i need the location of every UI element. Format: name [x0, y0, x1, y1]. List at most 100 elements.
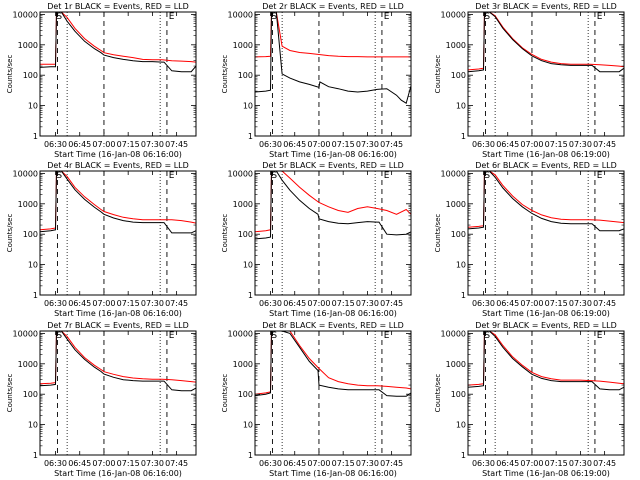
y-tick-label: 1000 — [233, 200, 253, 209]
x-axis-label: Start Time (16-Jan-08 06:19:00) — [482, 309, 610, 318]
y-tick-label: 1000 — [446, 200, 466, 209]
y-tick-label: 10 — [243, 421, 253, 430]
y-tick-label: 100 — [451, 230, 466, 239]
y-tick-label: 100 — [451, 390, 466, 399]
start-marker: S — [56, 331, 62, 341]
y-tick-label: 1 — [248, 291, 253, 300]
start-marker: S — [484, 171, 490, 181]
plot-frame — [254, 170, 412, 296]
y-tick-label: 10 — [28, 421, 38, 430]
x-tick-label: 07:00 — [307, 140, 330, 149]
lld-rate-line — [255, 171, 411, 233]
y-tick-label: 1000 — [18, 41, 38, 50]
x-tick-label: 06:30 — [44, 299, 67, 308]
y-axis-label: Counts/sec — [434, 374, 442, 413]
event-rate-line — [255, 331, 411, 397]
y-tick-label: 10000 — [228, 329, 253, 338]
y-tick-label: 1000 — [233, 360, 253, 369]
y-axis-label: Counts/sec — [434, 214, 442, 253]
x-tick-label: 07:15 — [117, 459, 140, 468]
start-marker: S — [271, 171, 277, 181]
x-tick-label: 07:15 — [545, 299, 568, 308]
x-tick-label: 06:45 — [283, 140, 306, 149]
x-tick-label: 07:15 — [545, 140, 568, 149]
plot-frame — [254, 330, 412, 456]
end-marker: E — [384, 171, 390, 181]
panel-title: Det 5r BLACK = Events, RED = LLD — [262, 161, 404, 170]
y-tick-label: 100 — [238, 71, 253, 80]
y-tick-label: 10 — [243, 261, 253, 270]
x-tick-label: 07:00 — [92, 299, 115, 308]
x-tick-label: 07:15 — [332, 459, 355, 468]
event-rate-line — [40, 12, 196, 73]
y-axis-label: Counts/sec — [6, 374, 14, 413]
y-tick-label: 1000 — [233, 41, 253, 50]
x-tick-label: 07:30 — [356, 140, 379, 149]
x-axis-label: Start Time (16-Jan-08 06:16:00) — [269, 309, 397, 318]
y-tick-label: 1 — [33, 291, 38, 300]
panel-title: Det 4r BLACK = Events, RED = LLD — [47, 161, 189, 170]
y-tick-label: 1 — [461, 451, 466, 460]
x-tick-label: 07:15 — [332, 140, 355, 149]
y-tick-label: 10000 — [441, 169, 466, 178]
y-tick-label: 1000 — [18, 360, 38, 369]
y-tick-label: 10 — [28, 102, 38, 111]
x-tick-label: 06:30 — [44, 140, 67, 149]
x-tick-label: 07:30 — [141, 459, 164, 468]
plot-frame — [39, 330, 197, 456]
x-tick-label: 06:30 — [472, 459, 495, 468]
x-tick-label: 06:45 — [283, 459, 306, 468]
x-tick-label: 07:15 — [332, 299, 355, 308]
x-tick-label: 07:00 — [307, 459, 330, 468]
event-rate-line — [40, 171, 196, 234]
x-tick-label: 07:30 — [569, 140, 592, 149]
y-axis-label: Counts/sec — [6, 55, 14, 94]
end-marker: E — [384, 12, 390, 22]
y-tick-label: 10 — [456, 421, 466, 430]
y-axis-label: Counts/sec — [221, 55, 229, 94]
y-tick-label: 100 — [23, 71, 38, 80]
start-marker: S — [56, 12, 62, 22]
event-rate-line — [468, 171, 624, 232]
x-tick-label: 06:45 — [68, 140, 91, 149]
y-tick-label: 10000 — [13, 10, 38, 19]
panel-title: Det 9r BLACK = Events, RED = LLD — [475, 321, 617, 330]
plot-frame — [39, 11, 197, 137]
plot-frame — [467, 330, 625, 456]
y-axis-label: Counts/sec — [6, 214, 14, 253]
y-tick-label: 1000 — [18, 200, 38, 209]
x-tick-label: 07:00 — [520, 299, 543, 308]
lld-rate-line — [468, 171, 624, 228]
plot-frame — [467, 170, 625, 296]
panel-title: Det 8r BLACK = Events, RED = LLD — [262, 321, 404, 330]
end-marker: E — [169, 331, 175, 341]
panel-title: Det 1r BLACK = Events, RED = LLD — [47, 2, 189, 11]
x-tick-label: 07:30 — [569, 459, 592, 468]
event-rate-line — [40, 331, 196, 392]
x-tick-label: 07:00 — [92, 459, 115, 468]
x-tick-label: 07:45 — [380, 299, 403, 308]
x-tick-label: 06:45 — [496, 299, 519, 308]
y-tick-label: 1 — [248, 132, 253, 141]
end-marker: E — [384, 331, 390, 341]
x-tick-label: 07:15 — [117, 299, 140, 308]
x-tick-label: 07:45 — [380, 140, 403, 149]
y-axis-label: Counts/sec — [434, 55, 442, 94]
x-tick-label: 07:45 — [165, 299, 188, 308]
y-tick-label: 10 — [456, 261, 466, 270]
end-marker: E — [597, 171, 603, 181]
y-tick-label: 1 — [461, 291, 466, 300]
event-rate-line — [468, 331, 624, 391]
y-tick-label: 1 — [33, 451, 38, 460]
y-tick-label: 100 — [451, 71, 466, 80]
x-tick-label: 06:45 — [496, 459, 519, 468]
end-marker: E — [169, 12, 175, 22]
end-marker: E — [597, 331, 603, 341]
y-tick-label: 10000 — [13, 169, 38, 178]
x-tick-label: 07:45 — [165, 140, 188, 149]
